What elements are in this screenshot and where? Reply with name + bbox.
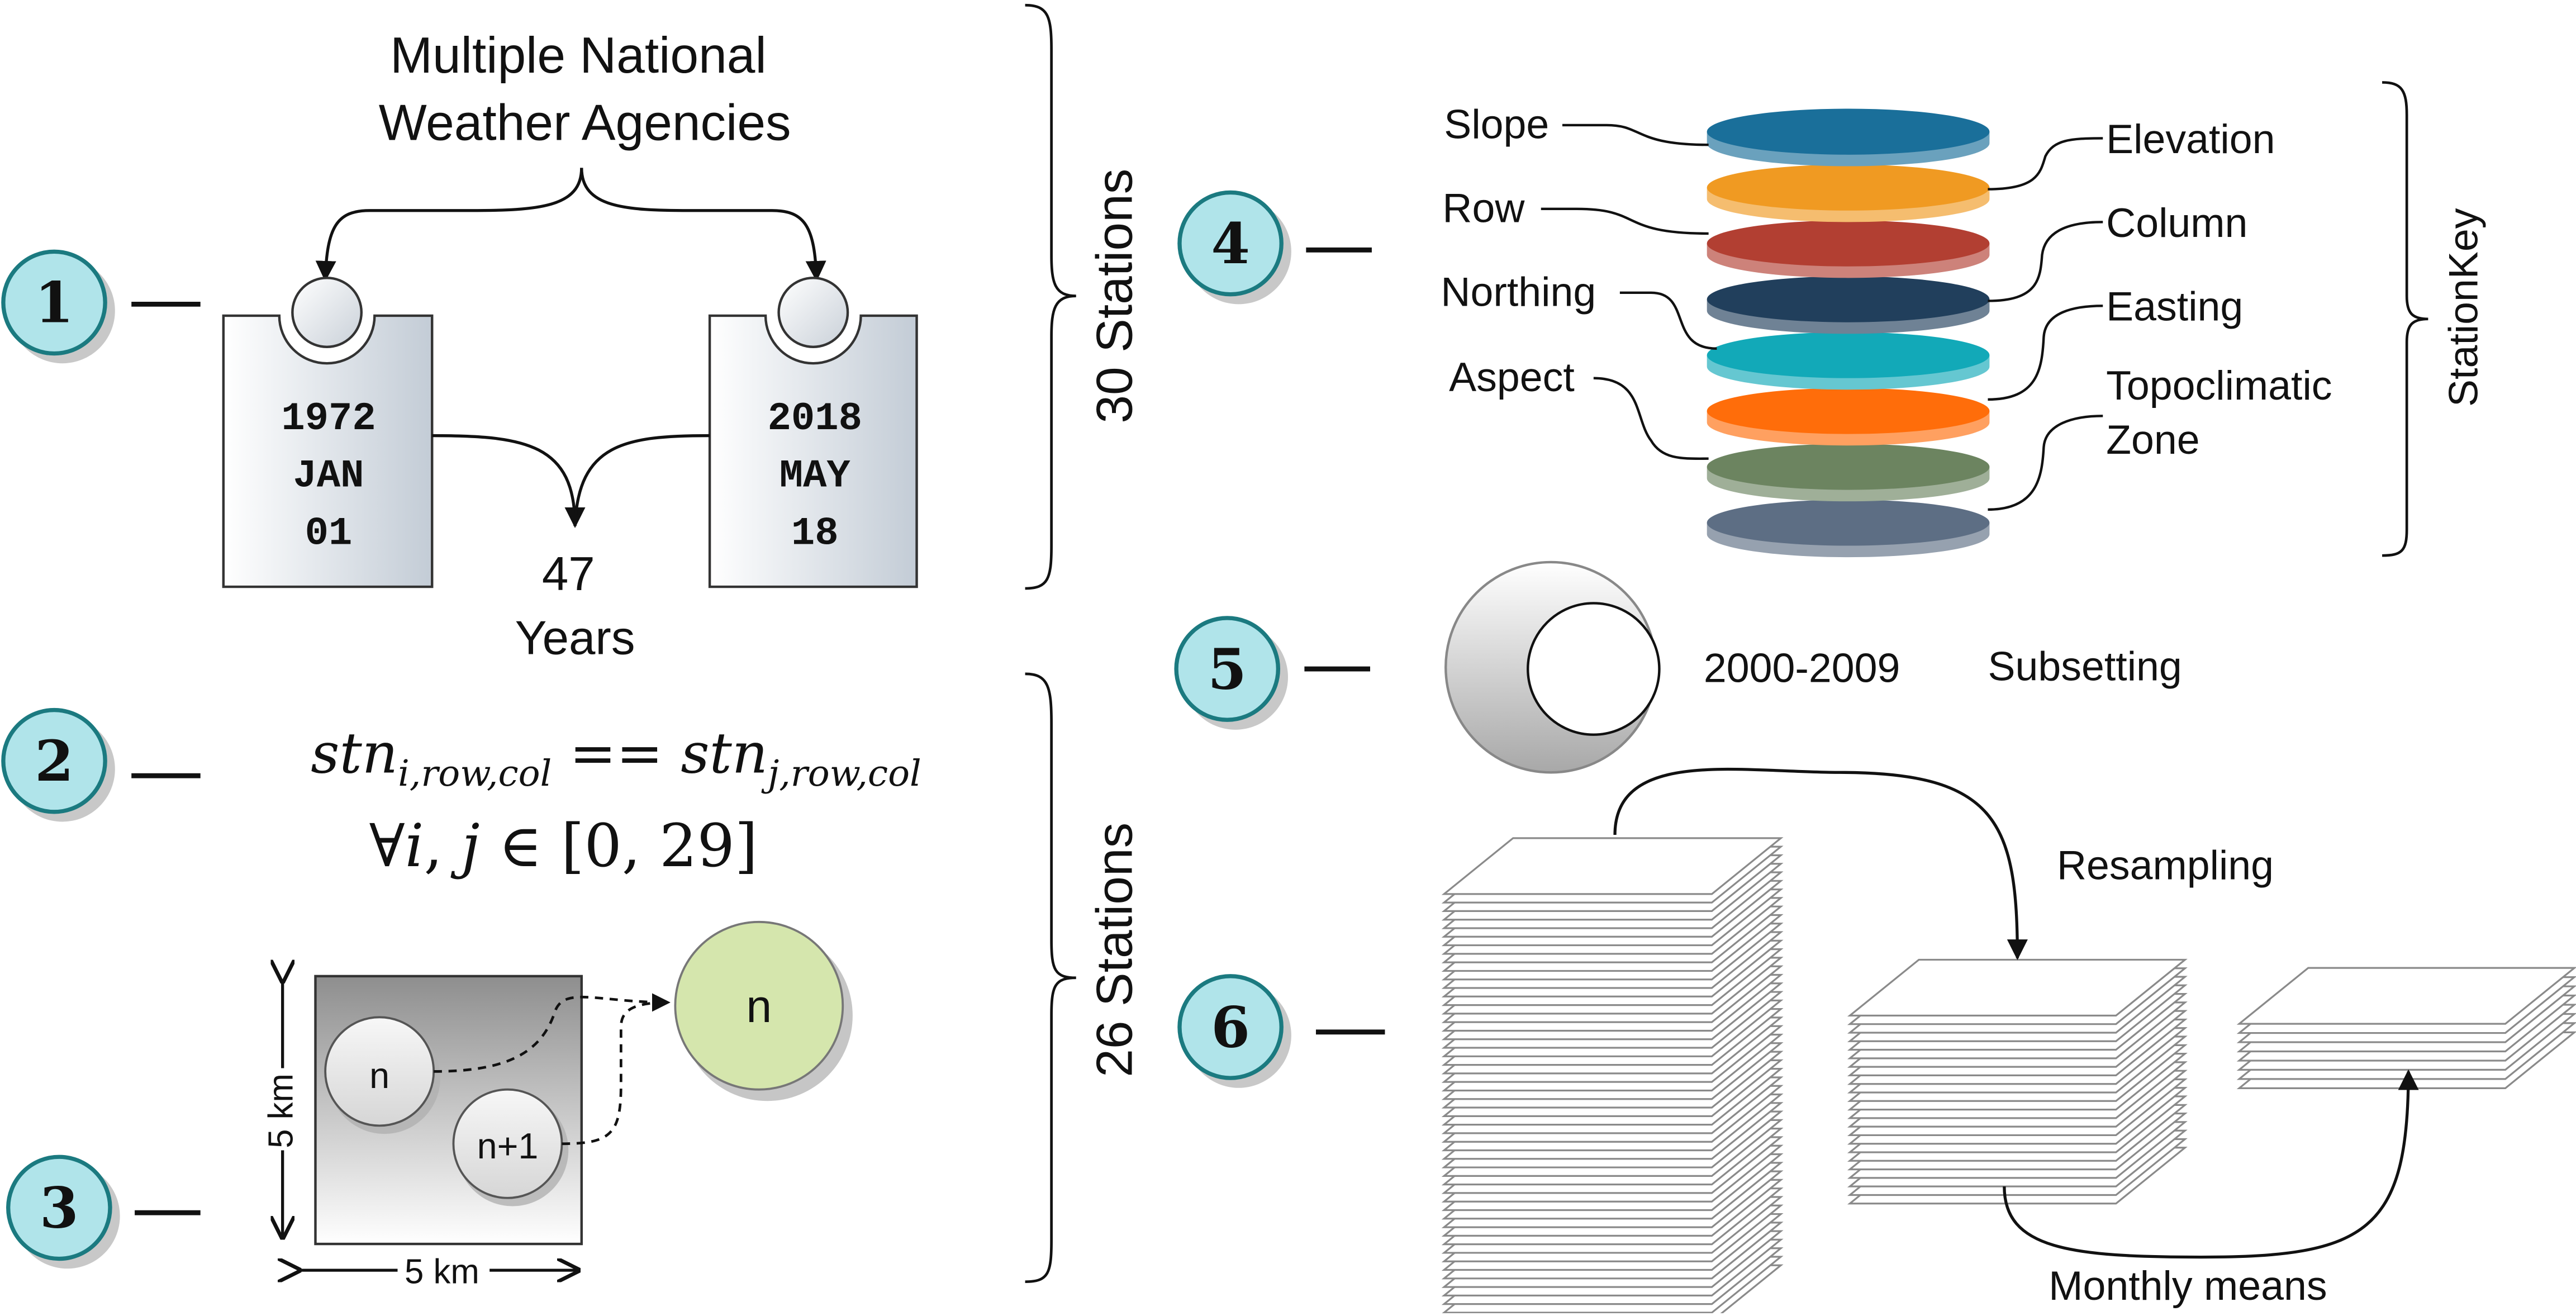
layer-label-slope: Slope bbox=[1444, 101, 1549, 147]
resampled-records-stack bbox=[1847, 958, 2188, 1205]
leader-easting bbox=[1988, 305, 2103, 401]
layer-label-easting: Easting bbox=[2106, 283, 2243, 330]
calendar-ring bbox=[291, 277, 363, 349]
layer-label-northing: Northing bbox=[1441, 268, 1596, 315]
subset-action: Subsetting bbox=[1988, 643, 2181, 690]
layer-label-row: Row bbox=[1442, 184, 1525, 231]
leader-slope bbox=[1562, 123, 1709, 146]
stack-layer-top bbox=[1707, 220, 1990, 267]
equation-line2: ∀i, j ∈ [0, 29] bbox=[369, 811, 758, 880]
brace-26-stations bbox=[1025, 672, 1076, 1284]
bracket-label-30: 30 Stations bbox=[1086, 169, 1143, 424]
step-badge-6: 6 bbox=[1177, 974, 1291, 1088]
agency-arrow-right bbox=[580, 168, 826, 282]
cell-height-label: 5 km bbox=[262, 1073, 300, 1148]
agencies-label-line1: Multiple National bbox=[390, 27, 767, 84]
step-number: 3 bbox=[40, 1175, 79, 1241]
layer-label-elevation: Elevation bbox=[2106, 116, 2275, 162]
equation-line1: stni,row,col == stnj,row,col bbox=[311, 720, 921, 795]
step-badge-4: 4 bbox=[1177, 190, 1291, 305]
daily-records-stack bbox=[1441, 837, 1784, 1316]
cell-height-label-bg bbox=[259, 1068, 306, 1151]
station-key-layer-stack bbox=[1707, 108, 1990, 558]
data-sheet bbox=[1441, 837, 1784, 895]
merge-arrow-b bbox=[562, 1001, 669, 1146]
agencies-label-line2: Weather Agencies bbox=[379, 94, 791, 151]
svg-text:n: n bbox=[369, 1055, 389, 1096]
stack-layer bbox=[1707, 276, 1990, 334]
monthly-means-arrow bbox=[2003, 1069, 2419, 1259]
stack-layer-top bbox=[1707, 332, 1990, 378]
step-badge-2: 2 bbox=[1, 707, 115, 822]
layer-label-zone: Zone bbox=[2106, 416, 2200, 463]
stack-layer-top bbox=[1707, 444, 1990, 490]
bracket-label-26: 26 Stations bbox=[1086, 823, 1143, 1077]
stack-layer-top bbox=[1707, 276, 1990, 322]
step-badge-1: 1 bbox=[1, 249, 115, 364]
duration-arrow-right bbox=[573, 434, 710, 526]
stack-layer bbox=[1707, 388, 1990, 446]
agency-arrow-left bbox=[315, 168, 583, 282]
leader-elevation bbox=[1988, 137, 2103, 191]
data-sheet bbox=[2236, 967, 2576, 1025]
resampling-label: Resampling bbox=[2057, 842, 2274, 888]
leader-aspect bbox=[1593, 377, 1709, 460]
cell-width-label-bg bbox=[397, 1248, 490, 1292]
resampling-arrow bbox=[1613, 767, 2028, 961]
stack-layer-top bbox=[1707, 164, 1990, 211]
subset-period: 2000-2009 bbox=[1704, 645, 1900, 691]
stack-layer-top bbox=[1707, 108, 1990, 155]
stack-layer bbox=[1707, 108, 1990, 167]
step-badge-5: 5 bbox=[1174, 616, 1288, 730]
end-month: MAY bbox=[780, 454, 851, 499]
duration-number: 47 bbox=[542, 548, 595, 601]
leader-row bbox=[1541, 207, 1709, 235]
start-year: 1972 bbox=[281, 397, 376, 441]
dedup-equation: stni,row,col == stnj,row,col ∀i, j ∈ [0,… bbox=[311, 720, 921, 880]
stack-layer-top bbox=[1707, 500, 1990, 546]
step-badge-3: 3 bbox=[6, 1155, 120, 1269]
duration-arrow-left bbox=[432, 434, 586, 528]
leader-topoclimatic bbox=[1988, 415, 2103, 511]
stack-layer bbox=[1707, 444, 1990, 502]
end-day: 18 bbox=[791, 512, 839, 557]
start-month: JAN bbox=[293, 454, 364, 499]
step-number: 6 bbox=[1211, 994, 1250, 1060]
merge-arrow-a bbox=[434, 993, 671, 1073]
station-n: n bbox=[324, 1016, 440, 1134]
stack-layer bbox=[1707, 164, 1990, 222]
stack-layer-top bbox=[1707, 388, 1990, 434]
stack-layer bbox=[1707, 220, 1990, 278]
calendar-start: 1972 JAN 01 bbox=[222, 277, 434, 588]
stack-layer bbox=[1707, 332, 1990, 390]
end-year: 2018 bbox=[768, 397, 862, 441]
start-day: 01 bbox=[305, 512, 353, 557]
leader-northing bbox=[1619, 291, 1717, 350]
layer-label-column: Column bbox=[2106, 199, 2247, 246]
calendar-ring bbox=[777, 277, 849, 349]
station-n-plus-1: n+1 bbox=[452, 1088, 569, 1206]
layer-label-aspect: Aspect bbox=[1449, 354, 1575, 400]
bracket-label-key: StationKey bbox=[2440, 208, 2487, 407]
data-sheet bbox=[1847, 958, 2188, 1017]
layer-label-topoclimatic: Topoclimatic bbox=[2106, 362, 2332, 408]
monthly-means-label: Monthly means bbox=[2049, 1262, 2327, 1309]
svg-text:n+1: n+1 bbox=[477, 1125, 539, 1166]
step-number: 2 bbox=[35, 728, 74, 794]
cell-width-label: 5 km bbox=[405, 1253, 479, 1291]
step-number: 1 bbox=[35, 270, 74, 336]
step-number: 5 bbox=[1208, 636, 1247, 702]
leader-column bbox=[1988, 221, 2103, 302]
merged-station: n bbox=[674, 920, 853, 1101]
calendar-end: 2018 MAY 18 bbox=[708, 277, 918, 588]
monthly-records-stack bbox=[2236, 967, 2576, 1089]
brace-30-stations bbox=[1025, 3, 1076, 590]
svg-text:n: n bbox=[746, 981, 772, 1032]
step-number: 4 bbox=[1211, 211, 1250, 277]
brace-station-key bbox=[2382, 81, 2428, 557]
subset-moon-icon bbox=[1444, 560, 1661, 774]
stack-layer bbox=[1707, 500, 1990, 558]
duration-unit: Years bbox=[515, 612, 635, 665]
